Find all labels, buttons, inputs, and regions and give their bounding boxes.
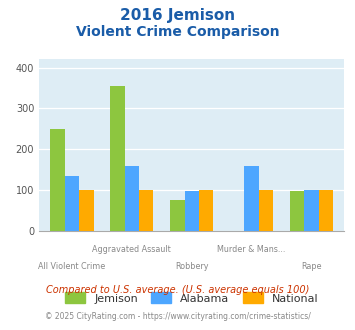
Text: Compared to U.S. average. (U.S. average equals 100): Compared to U.S. average. (U.S. average … — [46, 285, 309, 295]
Bar — [304, 190, 318, 231]
Text: Aggravated Assault: Aggravated Assault — [92, 245, 171, 254]
Bar — [79, 190, 93, 231]
Bar — [139, 190, 153, 231]
Bar — [318, 190, 333, 231]
Text: Rape: Rape — [301, 262, 322, 271]
Legend: Jemison, Alabama, National: Jemison, Alabama, National — [61, 288, 323, 308]
Bar — [199, 190, 213, 231]
Text: Murder & Mans...: Murder & Mans... — [217, 245, 286, 254]
Bar — [170, 200, 185, 231]
Text: Robbery: Robbery — [175, 262, 208, 271]
Bar — [259, 190, 273, 231]
Text: Violent Crime Comparison: Violent Crime Comparison — [76, 25, 279, 39]
Bar — [185, 191, 199, 231]
Text: 2016 Jemison: 2016 Jemison — [120, 8, 235, 23]
Bar — [110, 86, 125, 231]
Text: All Violent Crime: All Violent Crime — [38, 262, 105, 271]
Bar — [65, 176, 79, 231]
Text: © 2025 CityRating.com - https://www.cityrating.com/crime-statistics/: © 2025 CityRating.com - https://www.city… — [45, 312, 310, 321]
Bar — [244, 166, 259, 231]
Bar — [290, 191, 304, 231]
Bar — [125, 166, 139, 231]
Bar — [50, 129, 65, 231]
